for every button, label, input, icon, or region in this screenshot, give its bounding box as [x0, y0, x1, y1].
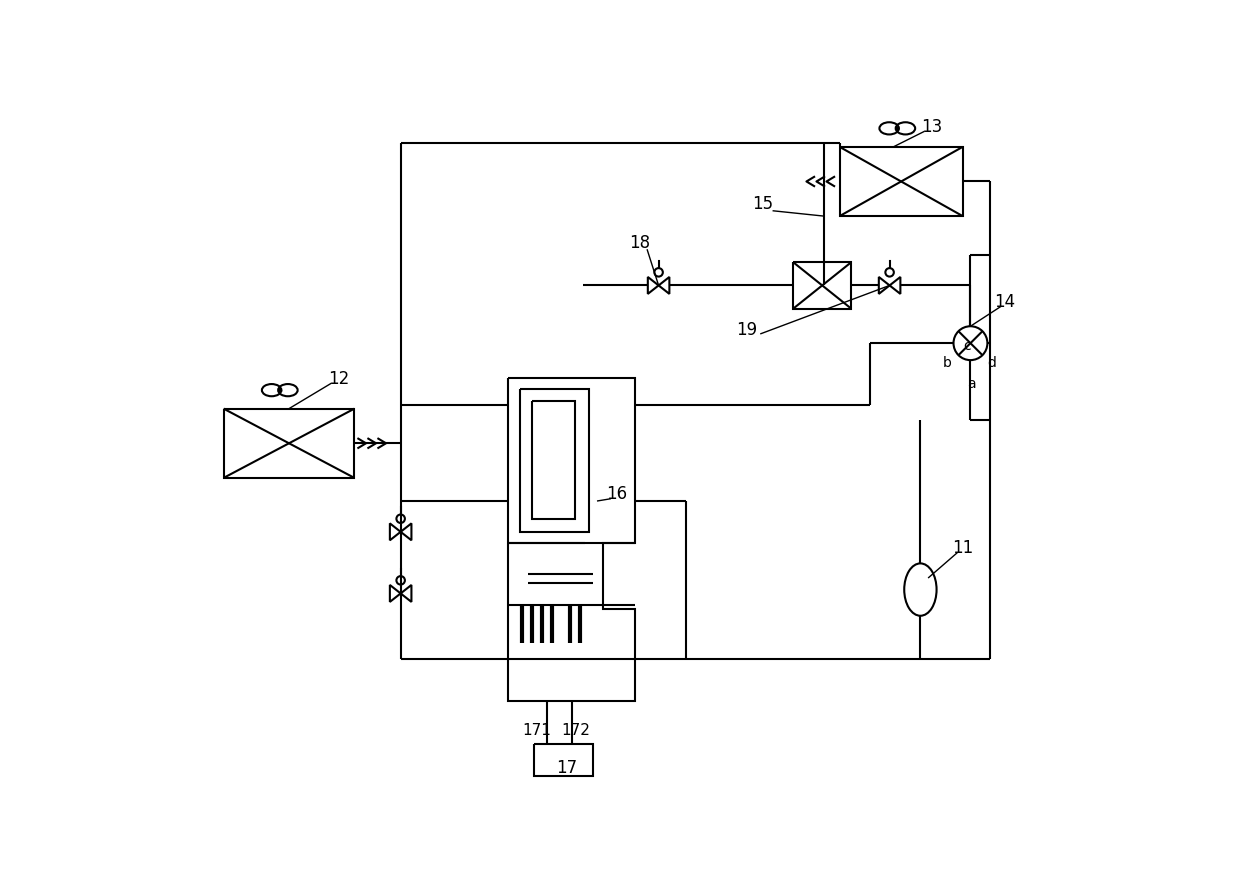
- Text: 13: 13: [921, 118, 942, 136]
- Text: b: b: [942, 356, 952, 370]
- Text: a: a: [967, 377, 976, 391]
- Text: 15: 15: [751, 195, 773, 212]
- Text: 18: 18: [629, 234, 650, 251]
- Text: 16: 16: [605, 485, 626, 503]
- Text: c: c: [962, 338, 971, 352]
- Text: 11: 11: [952, 538, 973, 557]
- Text: 17: 17: [556, 758, 577, 776]
- Text: 171: 171: [522, 723, 552, 738]
- Text: d: d: [987, 356, 996, 370]
- Text: 172: 172: [560, 723, 590, 738]
- Text: 19: 19: [737, 321, 758, 339]
- Text: 12: 12: [329, 370, 350, 387]
- Text: 14: 14: [994, 292, 1016, 311]
